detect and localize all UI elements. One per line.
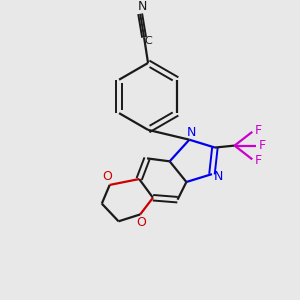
Text: N: N	[187, 126, 196, 139]
Text: O: O	[136, 216, 146, 229]
Text: F: F	[259, 139, 266, 152]
Text: N: N	[137, 0, 147, 14]
Text: F: F	[255, 154, 262, 167]
Text: C: C	[144, 36, 152, 46]
Text: N: N	[214, 169, 224, 183]
Text: O: O	[102, 169, 112, 183]
Text: F: F	[255, 124, 262, 137]
